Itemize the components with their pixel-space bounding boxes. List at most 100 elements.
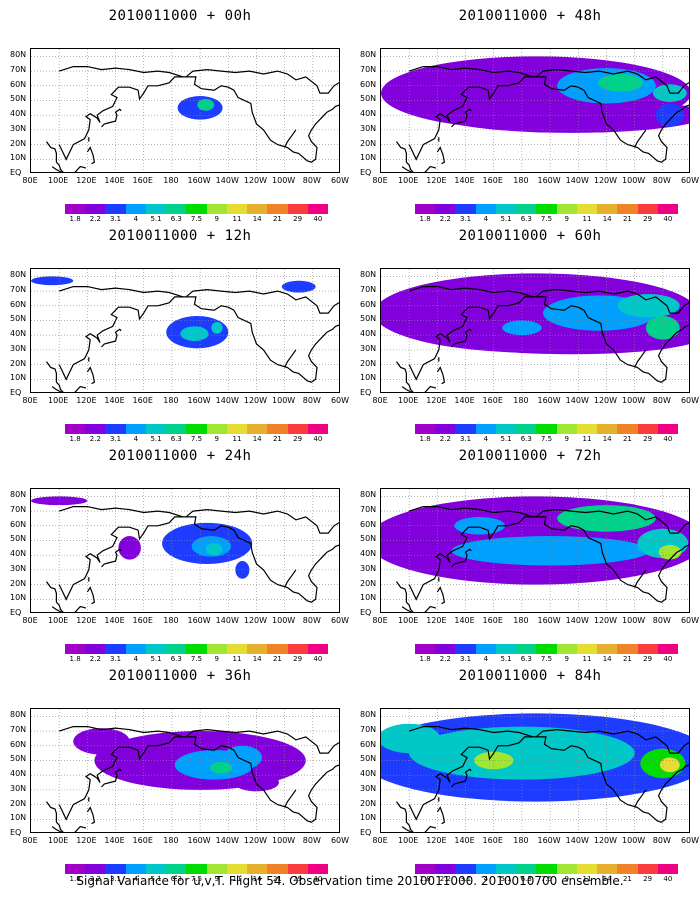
lon-tick-label: 160W <box>187 176 211 185</box>
colorbar-label: 11 <box>232 875 242 883</box>
coastline <box>408 736 536 821</box>
coastline <box>535 68 689 94</box>
colorbar-label: 11 <box>582 655 592 663</box>
lat-tick-label: 80N <box>360 270 377 280</box>
map-svg <box>381 49 689 172</box>
lat-tick-label: EQ <box>360 388 372 397</box>
colorbar-label: 1.8 <box>69 655 81 663</box>
colorbar-label: 40 <box>663 655 673 663</box>
panel-title: 2010011000 + 36h <box>108 668 252 684</box>
variance-region <box>409 726 635 780</box>
map-area <box>380 48 690 173</box>
colorbar-label: 4 <box>133 435 139 443</box>
colorbar-label: 29 <box>643 435 653 443</box>
lon-tick-label: 80E <box>22 396 38 405</box>
lon-tick-label: 160E <box>132 396 153 405</box>
lat-tick-label: 50N <box>10 754 27 764</box>
coastline <box>424 385 437 392</box>
coastline <box>86 146 96 165</box>
lon-tick-label: 140W <box>215 396 239 405</box>
coastline <box>59 726 184 738</box>
colorbar-swatch <box>125 644 146 654</box>
lon-tick-label: 140E <box>104 396 125 405</box>
lat-tick-label: 50N <box>360 534 377 544</box>
colorbar-swatch <box>637 644 658 654</box>
coastline <box>86 806 96 825</box>
lon-tick-label: 160W <box>187 616 211 625</box>
lat-tick-label: 10N <box>360 373 377 383</box>
coastline <box>284 789 297 808</box>
lon-tick-label: 80E <box>372 616 388 625</box>
colorbar-label: 14 <box>252 215 262 223</box>
panel-title: 2010011000 + 48h <box>458 8 602 24</box>
coastline <box>535 288 689 314</box>
forecast-panel: 2010011000 + 72h 80N 70N 60N 50N 40N 30N 20N 10N… <box>360 448 700 668</box>
colorbar-swatch <box>105 864 126 874</box>
map-area <box>30 488 340 613</box>
lon-tick-label: 180 <box>513 396 529 405</box>
lat-tick-label: 80N <box>360 490 377 500</box>
lat-tick-label: 20N <box>360 138 377 148</box>
lon-tick-label: 80W <box>652 396 671 405</box>
lat-tick-label: 70N <box>360 285 377 295</box>
coastline <box>409 726 534 738</box>
colorbar-label: 1.8 <box>419 435 431 443</box>
colorbar-swatch <box>226 864 248 874</box>
variance-region <box>598 74 644 92</box>
colorbar-label: 3.1 <box>459 435 472 443</box>
lon-tick-label: 60W <box>330 396 350 405</box>
lon-tick-label: 120E <box>76 396 97 405</box>
colorbar-label: 21 <box>622 875 632 883</box>
panel-title: 2010011000 + 24h <box>108 448 252 464</box>
figure-caption: Signal Variance for u,v,T. Flight 54. Ob… <box>76 874 624 888</box>
map-svg <box>381 709 689 832</box>
colorbar-label: 1.8 <box>69 875 81 883</box>
coastline <box>46 141 64 172</box>
colorbar-swatch <box>206 424 227 434</box>
colorbar-swatch <box>495 644 517 654</box>
colorbar-swatch <box>617 424 638 434</box>
colorbar-swatch <box>85 424 106 434</box>
lon-tick-label: 160W <box>187 836 211 845</box>
lon-tick-label: 80E <box>372 176 388 185</box>
colorbar-label: 7.5 <box>540 215 553 223</box>
lon-tick-label: 80E <box>22 616 38 625</box>
lat-tick-label: 10N <box>360 593 377 603</box>
lon-tick-label: 160E <box>482 616 503 625</box>
colorbar-label: 29 <box>643 875 653 883</box>
lon-tick-label: 60W <box>330 836 350 845</box>
lon-tick-label: 120W <box>243 616 268 625</box>
lat-tick-label: 80N <box>10 490 27 500</box>
map-svg <box>31 709 339 832</box>
colorbar-swatch <box>65 864 86 874</box>
map-area <box>30 48 340 173</box>
lon-tick-label: 100W <box>272 176 296 185</box>
lon-tick-label: 180 <box>513 616 529 625</box>
colorbar-swatch <box>145 424 167 434</box>
lon-tick-label: 160E <box>482 396 503 405</box>
coastline <box>185 728 339 754</box>
coastline <box>634 129 647 148</box>
variance-region <box>281 280 316 293</box>
colorbar-swatch <box>166 864 187 874</box>
lon-tick-label: 100E <box>48 176 69 185</box>
variance-region <box>658 544 682 560</box>
colorbar-label: 1.8 <box>419 215 431 223</box>
lon-tick-label: 80W <box>302 396 321 405</box>
variance-region <box>437 97 689 133</box>
coastline <box>535 508 689 534</box>
colorbar-swatch <box>105 424 126 434</box>
colorbar-label: 14 <box>602 435 612 443</box>
lat-tick-label: 30N <box>10 783 27 793</box>
colorbar-swatch <box>516 644 537 654</box>
colorbar-label: 11 <box>232 655 242 663</box>
colorbar-swatch <box>166 204 187 214</box>
colorbar-label: 14 <box>252 435 262 443</box>
lat-tick-label: 50N <box>10 94 27 104</box>
forecast-panel: 2010011000 + 60h 80N 70N 60N 50N 40N 30N 20N 10N… <box>360 228 700 448</box>
colorbar-swatch <box>186 424 207 434</box>
colorbar-swatch <box>657 864 679 874</box>
colorbar-label: 2.2 <box>89 435 101 443</box>
colorbar-label: 4 <box>133 215 139 223</box>
lat-tick-label: 60N <box>360 739 377 749</box>
